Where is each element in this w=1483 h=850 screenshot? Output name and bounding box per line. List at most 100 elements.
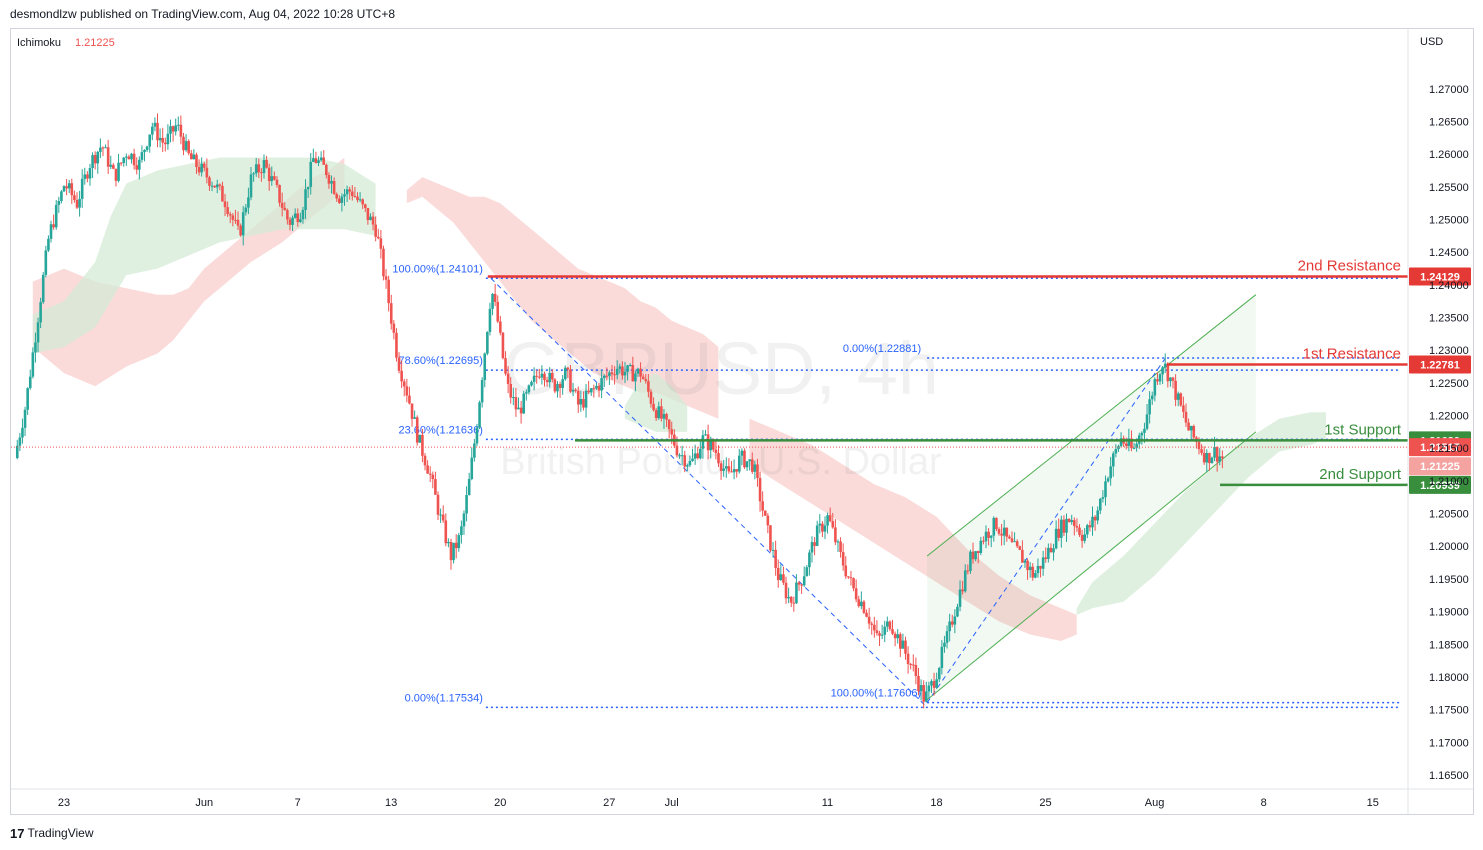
candle-body bbox=[1070, 520, 1074, 523]
candle-body bbox=[774, 549, 777, 568]
cloud-bearish-segment bbox=[32, 157, 345, 387]
candle-body bbox=[65, 186, 68, 189]
candle-body bbox=[1026, 560, 1029, 571]
candle-body bbox=[854, 588, 858, 600]
candle-body bbox=[576, 390, 580, 405]
candle-body bbox=[356, 196, 359, 201]
time-tick-label: 15 bbox=[1367, 797, 1379, 809]
candle-body bbox=[800, 584, 803, 586]
candle-body bbox=[953, 616, 957, 625]
candle-body bbox=[724, 466, 728, 469]
price-tick-label: 1.18500 bbox=[1429, 639, 1469, 651]
candle-body bbox=[239, 225, 242, 236]
candle-body bbox=[467, 479, 471, 496]
candle-body bbox=[906, 653, 910, 665]
candle-body bbox=[270, 176, 274, 182]
candle-body bbox=[1192, 426, 1196, 438]
candle-body bbox=[138, 159, 141, 170]
candle-body bbox=[215, 184, 219, 188]
candle-body bbox=[317, 160, 320, 163]
candle-body bbox=[976, 551, 980, 553]
candle-body bbox=[602, 375, 606, 379]
candle-body bbox=[579, 398, 583, 405]
candle-body bbox=[288, 219, 292, 225]
candle-body bbox=[1189, 426, 1193, 431]
candle-body bbox=[462, 513, 466, 527]
candle-body bbox=[291, 217, 294, 225]
candle-body bbox=[1150, 395, 1154, 400]
support-resistance-levels[interactable]: 2nd Resistance 1.24129 1st Resistance 1.227… bbox=[11, 257, 1471, 494]
candle-body bbox=[1073, 520, 1076, 526]
candle-body bbox=[1052, 548, 1055, 553]
price-badge-r2 bbox=[1409, 267, 1471, 286]
candle-body bbox=[940, 646, 944, 669]
candle-body bbox=[428, 473, 432, 475]
price-chart[interactable]: GBPUSD, 4h British Pound / U.S. Dollar 1… bbox=[11, 29, 1473, 814]
candle-body bbox=[67, 183, 71, 189]
candle-body bbox=[73, 195, 76, 200]
ascending-channel[interactable] bbox=[926, 294, 1257, 701]
candle-body bbox=[810, 542, 814, 553]
fib-left-level-label: 100.00%(1.24101) bbox=[392, 263, 483, 275]
indicator-legend[interactable]: Ichimoku 1.21225 bbox=[17, 37, 115, 49]
footer-brand[interactable]: 17 TradingView bbox=[10, 825, 94, 841]
candle-body bbox=[452, 542, 455, 561]
candle-body bbox=[1124, 443, 1128, 446]
candle-body bbox=[114, 168, 118, 181]
chart-frame[interactable]: GBPUSD, 4h British Pound / U.S. Dollar 1… bbox=[10, 28, 1474, 815]
candle-body bbox=[1169, 377, 1172, 382]
candle-body bbox=[488, 308, 492, 332]
candle-body bbox=[280, 202, 284, 208]
candle-body bbox=[283, 207, 287, 211]
price-tick-label: 1.20000 bbox=[1429, 541, 1469, 553]
candle-body bbox=[397, 357, 401, 371]
candle-body bbox=[1213, 447, 1216, 458]
candle-body bbox=[125, 156, 128, 158]
candle-body bbox=[862, 601, 866, 613]
candle-body bbox=[600, 378, 603, 391]
candle-body bbox=[660, 406, 663, 419]
candle-body bbox=[304, 189, 307, 210]
candle-body bbox=[1106, 478, 1110, 482]
candle-body bbox=[665, 414, 668, 420]
candle-body bbox=[447, 541, 450, 544]
candle-body bbox=[208, 177, 211, 186]
candle-body bbox=[1091, 516, 1094, 528]
candle-body bbox=[301, 209, 305, 220]
candle-body bbox=[1010, 538, 1014, 542]
candle-body bbox=[805, 567, 809, 577]
footer-brand-label: TradingView bbox=[27, 826, 94, 840]
candle-body bbox=[756, 464, 759, 478]
candle-body bbox=[15, 445, 19, 459]
candle-body bbox=[23, 409, 27, 428]
candle-body bbox=[491, 293, 494, 309]
candle-body bbox=[1086, 525, 1089, 535]
cloud-bullish-segment bbox=[32, 157, 376, 354]
candle-body bbox=[405, 386, 409, 396]
candle-body bbox=[62, 186, 66, 192]
candle-body bbox=[540, 373, 544, 378]
price-tick-label: 1.25000 bbox=[1429, 215, 1469, 227]
candle-body bbox=[543, 373, 546, 381]
candle-body bbox=[34, 342, 37, 353]
candle-body bbox=[893, 633, 897, 639]
candle-body bbox=[314, 158, 318, 163]
fibonacci-drawings[interactable]: 100.00%(1.24101) 78.60%(1.22695) 23.60%(1.… bbox=[392, 263, 1400, 709]
candle-body bbox=[649, 391, 653, 404]
candle-body bbox=[415, 417, 419, 443]
candle-body bbox=[974, 551, 977, 560]
candle-body bbox=[192, 154, 196, 160]
candle-body bbox=[989, 535, 993, 538]
candle-body bbox=[361, 199, 364, 205]
candle-body bbox=[319, 157, 323, 161]
candle-body bbox=[418, 434, 422, 443]
candle-body bbox=[218, 184, 222, 186]
candle-body bbox=[1083, 534, 1087, 541]
price-badge-text-0: 1.21517 bbox=[1420, 442, 1460, 454]
candle-body bbox=[675, 445, 679, 456]
candle-body bbox=[582, 398, 585, 408]
candle-body bbox=[493, 293, 497, 302]
candle-body bbox=[1109, 466, 1112, 479]
candle-body bbox=[101, 147, 105, 149]
candle-body bbox=[1130, 438, 1133, 449]
